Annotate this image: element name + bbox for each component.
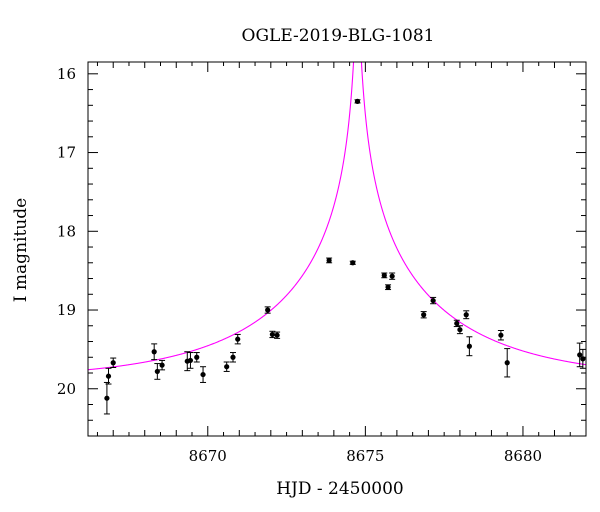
data-point	[497, 329, 504, 341]
data-point	[229, 352, 236, 363]
model-curve-layer	[88, 62, 586, 371]
data-marker	[350, 260, 356, 266]
data-point	[420, 311, 427, 319]
x-tick-label: 8680	[504, 447, 542, 465]
data-point	[103, 381, 110, 415]
data-marker	[154, 368, 160, 375]
y-axis-label: I magnitude	[11, 198, 31, 302]
data-points-layer	[103, 98, 586, 415]
y-tick-label: 16	[57, 65, 76, 83]
data-marker	[110, 360, 116, 366]
data-marker	[326, 257, 332, 264]
data-point	[326, 257, 333, 264]
data-marker	[498, 332, 504, 338]
data-point	[354, 98, 361, 104]
data-point	[453, 319, 460, 328]
data-marker	[200, 371, 206, 378]
axis-ticks: 8670 8675 8680 16 17 18 19 20	[57, 62, 587, 465]
data-marker	[454, 320, 460, 327]
x-axis-label: HJD - 2450000	[276, 479, 404, 499]
data-point	[430, 296, 437, 305]
data-marker	[577, 352, 583, 358]
data-point	[456, 325, 463, 335]
x-tick-label: 8670	[189, 447, 227, 465]
data-point	[264, 306, 271, 314]
data-point	[200, 366, 207, 383]
data-marker	[235, 336, 241, 342]
data-marker	[381, 272, 387, 278]
data-marker	[224, 364, 230, 370]
x-tick-label: 8675	[346, 447, 384, 465]
data-marker	[269, 331, 275, 338]
data-marker	[274, 332, 280, 338]
data-point	[349, 260, 356, 266]
data-point	[466, 336, 473, 357]
data-marker	[230, 354, 236, 360]
data-marker	[385, 284, 391, 290]
data-point	[159, 359, 166, 371]
data-point	[579, 348, 586, 369]
data-point	[389, 272, 396, 280]
chart-title: OGLE-2019-BLG-1081	[242, 26, 435, 46]
data-point	[193, 352, 200, 363]
data-point	[110, 357, 117, 368]
data-marker	[265, 307, 271, 313]
data-point	[463, 310, 470, 320]
data-point	[274, 331, 281, 339]
data-point	[381, 272, 388, 279]
data-point	[187, 352, 194, 369]
data-marker	[151, 349, 157, 355]
model-curve	[88, 62, 586, 371]
data-point	[154, 363, 161, 380]
y-tick-label: 17	[57, 144, 76, 162]
data-point	[385, 284, 392, 291]
data-marker	[187, 357, 194, 364]
data-marker	[421, 312, 427, 318]
data-marker	[194, 354, 200, 360]
y-tick-label: 19	[57, 301, 76, 319]
data-point	[576, 342, 583, 368]
data-marker	[430, 297, 436, 304]
data-point	[151, 343, 158, 361]
data-marker	[159, 362, 165, 368]
plot-frame	[87, 61, 587, 437]
data-point	[234, 333, 241, 345]
data-marker	[354, 98, 361, 104]
data-marker	[389, 273, 395, 279]
data-point	[223, 361, 230, 372]
data-point	[269, 330, 276, 339]
data-point	[105, 367, 112, 385]
y-tick-label: 18	[57, 222, 76, 240]
data-marker	[466, 343, 472, 349]
data-marker	[104, 395, 110, 401]
data-marker	[105, 373, 112, 379]
data-marker	[463, 312, 469, 318]
data-point	[504, 348, 511, 378]
data-marker	[504, 360, 510, 366]
data-marker	[580, 356, 586, 362]
data-marker	[457, 327, 463, 333]
y-tick-label: 20	[57, 380, 76, 398]
